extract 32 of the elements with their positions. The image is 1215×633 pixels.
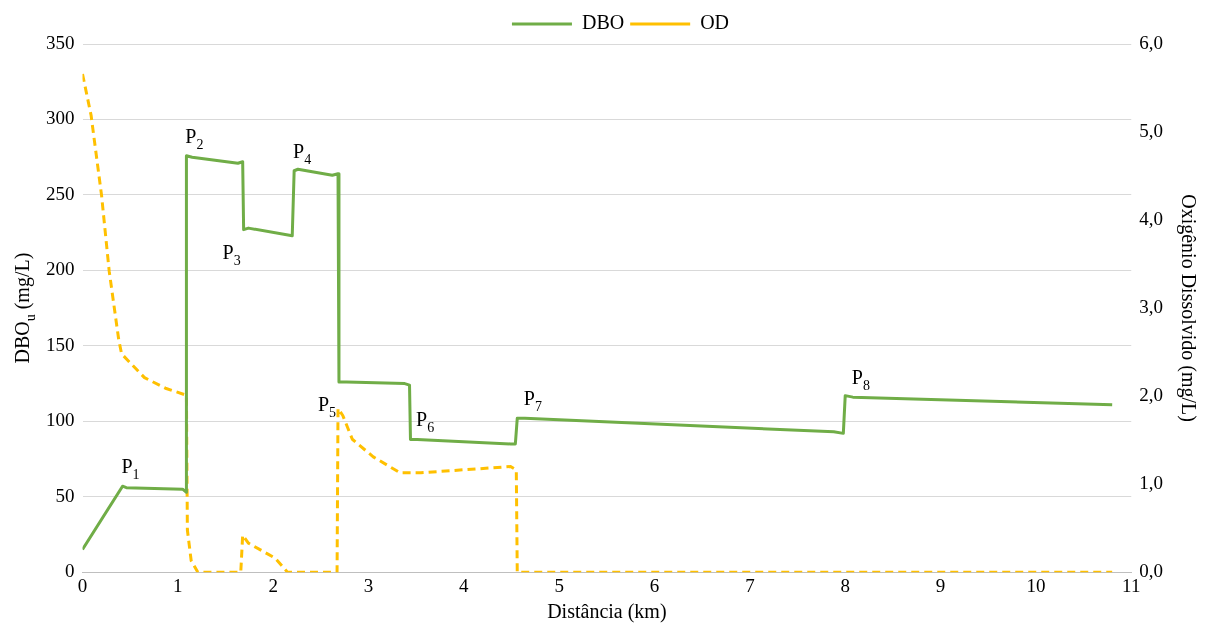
x-axis-title: Distância (km) <box>547 600 667 624</box>
y2-axis-title: Oxigênio Dissolvido (mg/L) <box>1176 194 1200 422</box>
y-tick-label: 150 <box>46 333 75 355</box>
x-tick-label: 1 <box>173 574 183 596</box>
y-tick-label: 50 <box>55 484 75 506</box>
legend-label: DBO <box>581 11 625 34</box>
y2-tick-label: 4,0 <box>1139 208 1163 230</box>
y-axis-title: DBOu (mg/L) <box>11 252 38 364</box>
x-tick-label: 6 <box>649 574 660 596</box>
y2-tick-label: 1,0 <box>1139 472 1163 494</box>
y2-tick-label: 2,0 <box>1139 384 1163 406</box>
x-tick-label: 9 <box>935 574 946 596</box>
x-tick-label: 11 <box>1122 574 1141 596</box>
y2-tick-label: 5,0 <box>1139 120 1163 142</box>
line-series <box>82 72 1114 573</box>
x-tick-label: 4 <box>459 574 470 596</box>
x-tick-label: 10 <box>1026 574 1046 596</box>
y-tick-label: 250 <box>46 182 75 204</box>
y2-tick-label: 3,0 <box>1139 296 1163 318</box>
y2-tick-label: 0,0 <box>1139 560 1163 582</box>
y-tick-label: 0 <box>65 560 75 582</box>
y-tick-label: 200 <box>46 258 75 280</box>
y-tick-label: 300 <box>46 107 75 129</box>
x-tick-label: 2 <box>268 574 278 596</box>
x-tick-label: 5 <box>554 574 564 596</box>
legend-label: OD <box>700 11 730 34</box>
y2-tick-label: 6,0 <box>1139 31 1163 53</box>
x-tick-label: 8 <box>840 574 850 596</box>
y-tick-label: 350 <box>46 31 75 53</box>
x-tick-label: 3 <box>363 574 374 596</box>
x-tick-label: 7 <box>745 574 755 596</box>
y-tick-label: 100 <box>46 409 75 431</box>
